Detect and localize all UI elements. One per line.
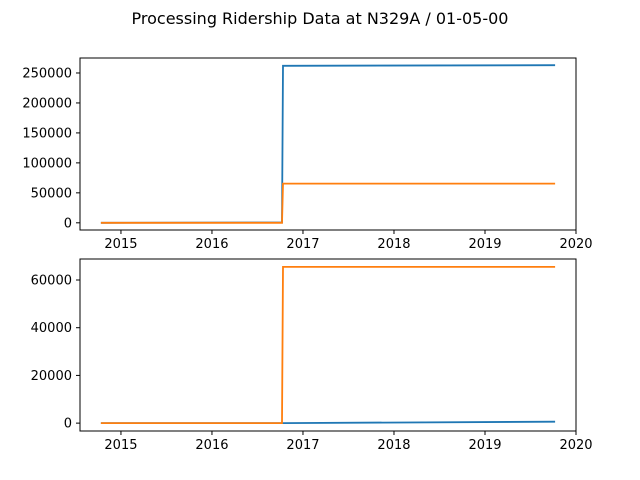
- y-tick-label: 100000: [22, 156, 72, 171]
- x-tick-label: 2015: [104, 438, 137, 453]
- x-tick-label: 2018: [377, 438, 410, 453]
- x-tick-label: 2016: [195, 438, 228, 453]
- x-tick-label: 2017: [286, 237, 319, 252]
- x-tick-label: 2015: [104, 237, 137, 252]
- y-tick-label: 20000: [31, 369, 72, 384]
- y-tick-label: 60000: [31, 273, 72, 288]
- x-tick-label: 2018: [377, 237, 410, 252]
- upper-chart: 2015 2016 2017 2018 2019 2020 0 50000 100000 1500…: [22, 57, 593, 252]
- series-line-2: [100, 266, 556, 424]
- x-tick-label: 2017: [286, 438, 319, 453]
- series-line-2: [100, 182, 556, 224]
- x-tick-label: 2020: [559, 438, 592, 453]
- figure-title: Processing Ridership Data at N329A / 01-…: [132, 9, 509, 28]
- axes-frame: [79, 57, 577, 231]
- x-tick-label: 2019: [468, 438, 501, 453]
- x-tick-label: 2019: [468, 237, 501, 252]
- x-tick-label: 2016: [195, 237, 228, 252]
- y-tick-label: 0: [64, 216, 72, 231]
- y-tick-label: 250000: [22, 66, 72, 81]
- y-tick-label: 0: [64, 417, 72, 432]
- y-tick-label: 40000: [31, 321, 72, 336]
- axes-frame: [79, 258, 577, 432]
- y-tick-label: 200000: [22, 96, 72, 111]
- lower-chart: 2015 2016 2017 2018 2019 2020 0 20000 40000 60000: [31, 258, 593, 453]
- x-tick-label: 2020: [559, 237, 592, 252]
- y-tick-label: 150000: [22, 126, 72, 141]
- y-tick-label: 50000: [31, 186, 72, 201]
